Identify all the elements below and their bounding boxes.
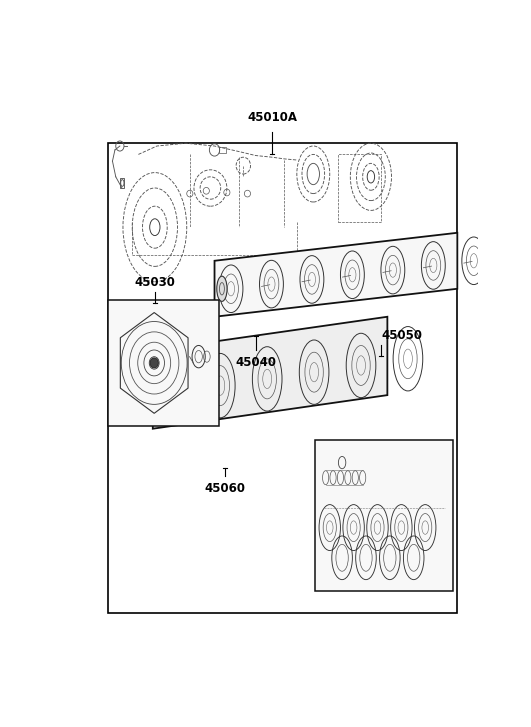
Bar bbox=[338, 154, 381, 222]
Bar bbox=[107, 300, 219, 426]
Bar bbox=[120, 178, 124, 188]
Text: 45010A: 45010A bbox=[247, 111, 297, 124]
Ellipse shape bbox=[150, 358, 158, 368]
Ellipse shape bbox=[156, 371, 168, 408]
Bar bbox=[107, 143, 457, 614]
Bar bbox=[219, 147, 226, 153]
Polygon shape bbox=[215, 233, 457, 317]
Bar bbox=[315, 440, 453, 591]
Text: 45050: 45050 bbox=[381, 329, 422, 342]
Text: 45040: 45040 bbox=[235, 356, 276, 369]
Text: 45030: 45030 bbox=[134, 276, 175, 289]
Text: 45060: 45060 bbox=[204, 482, 245, 495]
Ellipse shape bbox=[178, 385, 184, 395]
Ellipse shape bbox=[217, 276, 227, 302]
Polygon shape bbox=[153, 317, 388, 429]
